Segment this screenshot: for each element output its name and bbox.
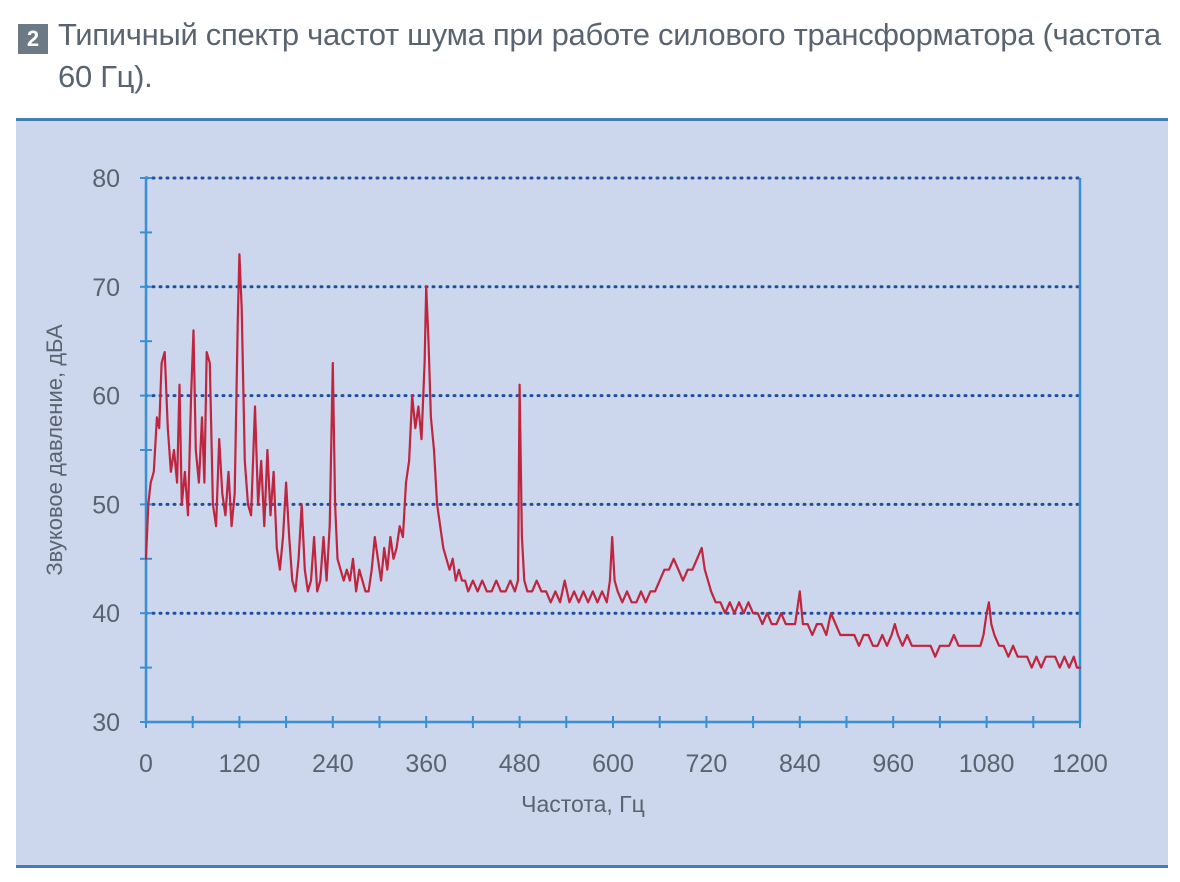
x-tick-label-120: 120 <box>219 750 261 778</box>
figure-caption-text: Типичный спектр частот шума при работе с… <box>58 17 1161 94</box>
y-tick-label-50: 50 <box>92 491 120 519</box>
series-layer <box>144 253 1082 669</box>
figure-number-badge: 2 <box>18 24 48 54</box>
x-tick-label-1200: 1200 <box>1052 750 1108 778</box>
y-tick-label-60: 60 <box>92 383 120 411</box>
tick-labels: 30 40 50 60 70 80 0 120 240 360 480 600 720 840 960 108… <box>92 165 1108 778</box>
x-axis-title: Частота, Гц <box>521 791 645 817</box>
ticks <box>140 177 1081 728</box>
x-tick-label-240: 240 <box>312 750 354 778</box>
y-tick-label-30: 30 <box>92 709 120 737</box>
axes <box>144 178 1082 724</box>
x-tick-label-960: 960 <box>872 750 914 778</box>
y-tick-label-70: 70 <box>92 274 120 302</box>
x-tick-label-600: 600 <box>592 750 634 778</box>
x-tick-label-720: 720 <box>686 750 728 778</box>
figure-caption: 2 Типичный спектр частот шума при работе… <box>18 14 1168 104</box>
series-line-0 <box>144 253 1082 669</box>
y-axis-title: Звуковое давление, дБА <box>42 324 67 576</box>
y-tick-label-40: 40 <box>92 600 120 628</box>
chart-panel <box>16 118 1168 868</box>
x-tick-label-840: 840 <box>779 750 821 778</box>
y-tick-label-80: 80 <box>92 165 120 193</box>
x-tick-label-0: 0 <box>139 750 153 778</box>
x-tick-label-360: 360 <box>405 750 447 778</box>
x-tick-label-480: 480 <box>499 750 541 778</box>
x-tick-label-1080: 1080 <box>959 750 1015 778</box>
